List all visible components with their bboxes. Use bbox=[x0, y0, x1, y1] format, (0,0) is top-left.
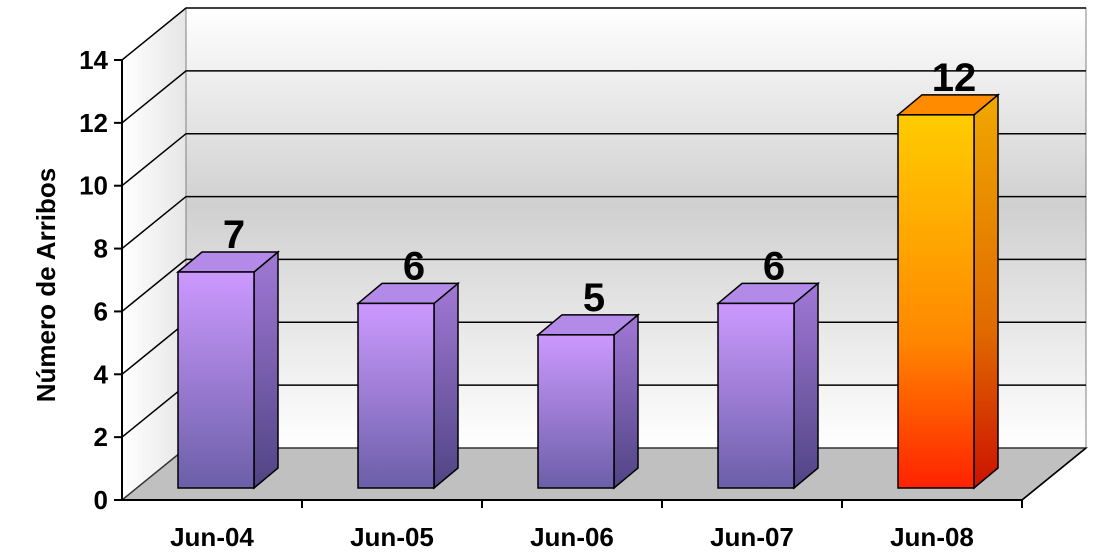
bar-side bbox=[793, 281, 819, 490]
side-wall bbox=[121, 6, 187, 502]
y-tick-label: 14 bbox=[79, 45, 108, 75]
gridline bbox=[121, 258, 1086, 313]
y-tick-labels: 0 2 4 6 8 10 12 14 bbox=[79, 45, 108, 515]
data-label: 6 bbox=[403, 244, 425, 288]
category-labels: Jun-04 Jun-05 Jun-06 Jun-07 Jun-08 bbox=[170, 522, 974, 552]
bar-side bbox=[613, 313, 639, 490]
x-tick-label: Jun-07 bbox=[710, 522, 794, 552]
bar-front bbox=[537, 334, 615, 489]
data-labels: 7 6 5 6 12 bbox=[223, 56, 976, 320]
data-label: 7 bbox=[223, 213, 245, 257]
data-label: 5 bbox=[583, 276, 605, 320]
bar-front bbox=[897, 114, 975, 489]
gridline bbox=[121, 70, 1086, 124]
y-tick-label: 4 bbox=[94, 359, 109, 389]
bar-jun-04 bbox=[175, 250, 281, 490]
y-tick-label: 2 bbox=[94, 422, 108, 452]
bar-front bbox=[717, 302, 795, 489]
bar-front bbox=[177, 271, 255, 489]
bar-side bbox=[973, 93, 999, 490]
y-tick-label: 10 bbox=[79, 171, 108, 201]
axes bbox=[114, 59, 1087, 508]
x-tick-label: Jun-08 bbox=[890, 522, 974, 552]
y-axis-title: Número de Arribos bbox=[31, 168, 61, 403]
gridline bbox=[121, 132, 1086, 187]
y-tick-label: 12 bbox=[79, 108, 108, 138]
bar-jun-05 bbox=[355, 281, 461, 490]
y-tick-label: 0 bbox=[94, 485, 108, 515]
bar-jun-07 bbox=[715, 281, 821, 490]
gridline bbox=[121, 7, 1086, 61]
bar-jun-08 bbox=[895, 93, 1001, 490]
gridline bbox=[121, 195, 1086, 250]
data-label: 6 bbox=[763, 244, 785, 288]
y-tick-label: 6 bbox=[94, 296, 108, 326]
bar-side bbox=[433, 281, 459, 490]
bar-front bbox=[357, 302, 435, 489]
x-tick-label: Jun-06 bbox=[530, 522, 614, 552]
bar-side bbox=[253, 250, 279, 490]
data-label: 12 bbox=[932, 56, 977, 100]
bar-jun-06 bbox=[535, 313, 641, 490]
bars bbox=[175, 93, 1001, 490]
y-tick-label: 8 bbox=[94, 234, 108, 264]
x-tick-label: Jun-04 bbox=[170, 522, 254, 552]
floor-edge bbox=[1021, 447, 1087, 501]
x-tick-label: Jun-05 bbox=[350, 522, 434, 552]
